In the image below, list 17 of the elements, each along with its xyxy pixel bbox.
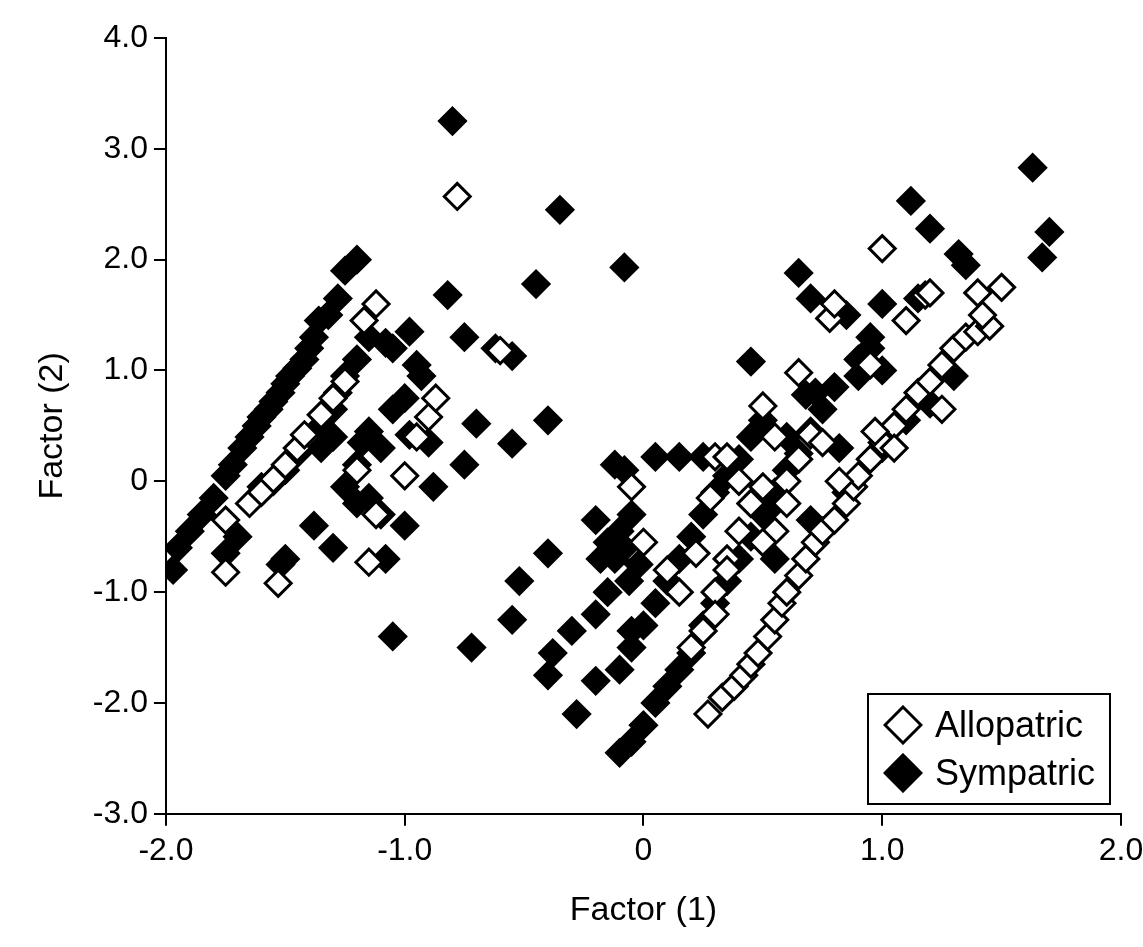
y-tick-label: 2.0 (103, 239, 148, 276)
legend-label: Allopatric (934, 703, 1084, 747)
x-tick-label: 1.0 (859, 830, 905, 867)
y-tick-label: 1.0 (103, 350, 148, 387)
y-tick-label: 4.0 (103, 17, 148, 54)
y-tick-label: -3.0 (92, 793, 148, 830)
x-tick-label: -1.0 (377, 830, 433, 867)
x-tick-label: 0 (634, 830, 653, 867)
y-tick-label: 0 (130, 461, 148, 498)
x-axis-title: Factor (1) (569, 888, 718, 927)
y-tick-label: 3.0 (103, 128, 148, 165)
y-axis-title: Factor (2) (30, 352, 69, 500)
y-tick-label: -2.0 (92, 682, 148, 719)
legend-label: Sympatric (934, 751, 1095, 795)
x-tick-label: 2.0 (1098, 830, 1143, 867)
y-tick-label: -1.0 (92, 571, 148, 608)
x-tick-label: -2.0 (138, 830, 194, 867)
